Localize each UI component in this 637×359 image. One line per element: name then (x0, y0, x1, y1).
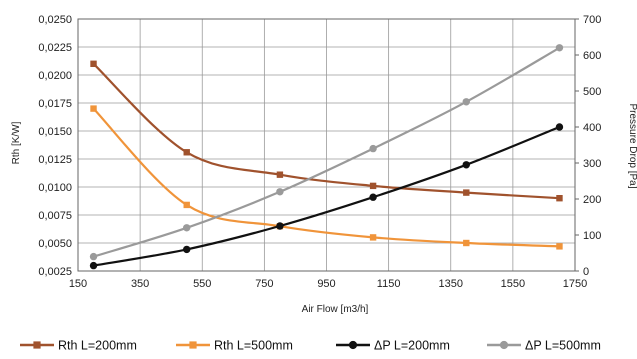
data-point (183, 149, 190, 156)
series-line (92, 107, 560, 248)
plot-area-frame (77, 18, 576, 272)
data-point (89, 261, 98, 270)
data-point (183, 201, 190, 209)
data-point (369, 234, 377, 241)
left-axis-tick-label: 0,0100 (38, 182, 72, 194)
data-point (556, 243, 563, 250)
legend-swatch-marker (189, 341, 197, 349)
legend-swatch-marker (499, 340, 509, 350)
legend-item: ΔP L=200mm (336, 339, 450, 353)
data-point (183, 245, 191, 254)
left-axis-tick-label: 0,0225 (38, 42, 72, 54)
series-line (93, 125, 560, 267)
series-1 (90, 60, 563, 202)
right-axis-tick-label: 300 (583, 158, 601, 170)
data-point (276, 171, 284, 178)
data-point (276, 222, 284, 230)
legend-label: Rth L=200mm (58, 339, 137, 353)
right-axis-title: Pressure Drop [Pa] (627, 103, 637, 188)
left-axis-tick-label: 0,0125 (38, 154, 72, 166)
right-axis-tick-label: 600 (583, 50, 601, 62)
left-axis-tick-label: 0,0200 (38, 70, 72, 82)
x-axis-ticks: 150 350 550 750 950 1150 1350 1550 1750 (69, 278, 587, 290)
x-axis-tick-label: 950 (317, 278, 335, 290)
left-axis-tick-label: 0,0050 (38, 238, 72, 250)
x-axis-tick-label: 350 (131, 278, 149, 290)
x-axis-tick-label: 1150 (377, 278, 401, 290)
left-axis-tick-label: 0,0150 (38, 126, 72, 138)
right-axis-ticks: 0 100 200 300 400 500 600 700 (575, 14, 601, 278)
series-line (92, 63, 560, 200)
series-line (93, 46, 561, 258)
data-point (463, 189, 470, 196)
right-axis-tick-label: 500 (583, 86, 601, 98)
legend-swatch-marker (348, 340, 358, 350)
x-axis-tick-label: 1550 (501, 278, 525, 290)
data-point (89, 252, 98, 261)
right-axis-tick-label: 100 (583, 230, 601, 242)
right-axis-tick-label: 700 (583, 14, 601, 26)
x-axis-tick-label: 1350 (439, 278, 463, 290)
legend-item: Rth L=200mm (20, 339, 137, 353)
series-3 (89, 123, 564, 270)
legend: Rth L=200mm Rth L=500mm ΔP L=200mm ΔP L=500… (20, 339, 601, 353)
legend-item: Rth L=500mm (176, 339, 293, 353)
data-point (555, 44, 564, 52)
left-axis-tick-label: 0,0075 (38, 210, 72, 222)
x-axis-tick-label: 550 (193, 278, 211, 290)
right-axis-tick-label: 200 (583, 194, 601, 206)
data-point (369, 182, 377, 190)
data-point (555, 123, 564, 131)
data-point (462, 161, 470, 169)
x-axis-tick-label: 750 (255, 278, 273, 290)
series-4 (89, 44, 564, 261)
x-axis-tick-label: 1750 (563, 278, 587, 290)
right-axis-tick-label: 0 (583, 266, 589, 278)
series-layer (89, 44, 564, 270)
data-point (90, 60, 97, 67)
legend-swatch-marker (33, 341, 41, 349)
data-point (276, 188, 284, 196)
left-axis-tick-label: 0,0025 (38, 266, 72, 278)
x-axis-title: Air Flow [m3/h] (302, 304, 369, 315)
legend-label: Rth L=500mm (214, 339, 293, 353)
data-point (90, 105, 97, 112)
left-axis-tick-label: 0,0250 (38, 14, 72, 26)
data-point (369, 144, 377, 153)
left-axis-ticks: 0,0025 0,0050 0,0075 0,0100 0,0125 0,0150 0,01… (38, 14, 72, 278)
legend-item: ΔP L=500mm (487, 339, 601, 353)
data-point (369, 193, 377, 201)
legend-label: ΔP L=500mm (525, 339, 601, 353)
x-axis-tick-label: 150 (69, 278, 87, 290)
left-axis-tick-label: 0,0175 (38, 98, 72, 110)
left-axis-title: Rth [K/W] (11, 121, 22, 164)
legend-label: ΔP L=200mm (374, 339, 450, 353)
data-point (183, 224, 191, 232)
data-point (556, 195, 563, 202)
data-point (463, 239, 470, 247)
data-point (462, 98, 470, 106)
right-axis-tick-label: 400 (583, 122, 601, 134)
